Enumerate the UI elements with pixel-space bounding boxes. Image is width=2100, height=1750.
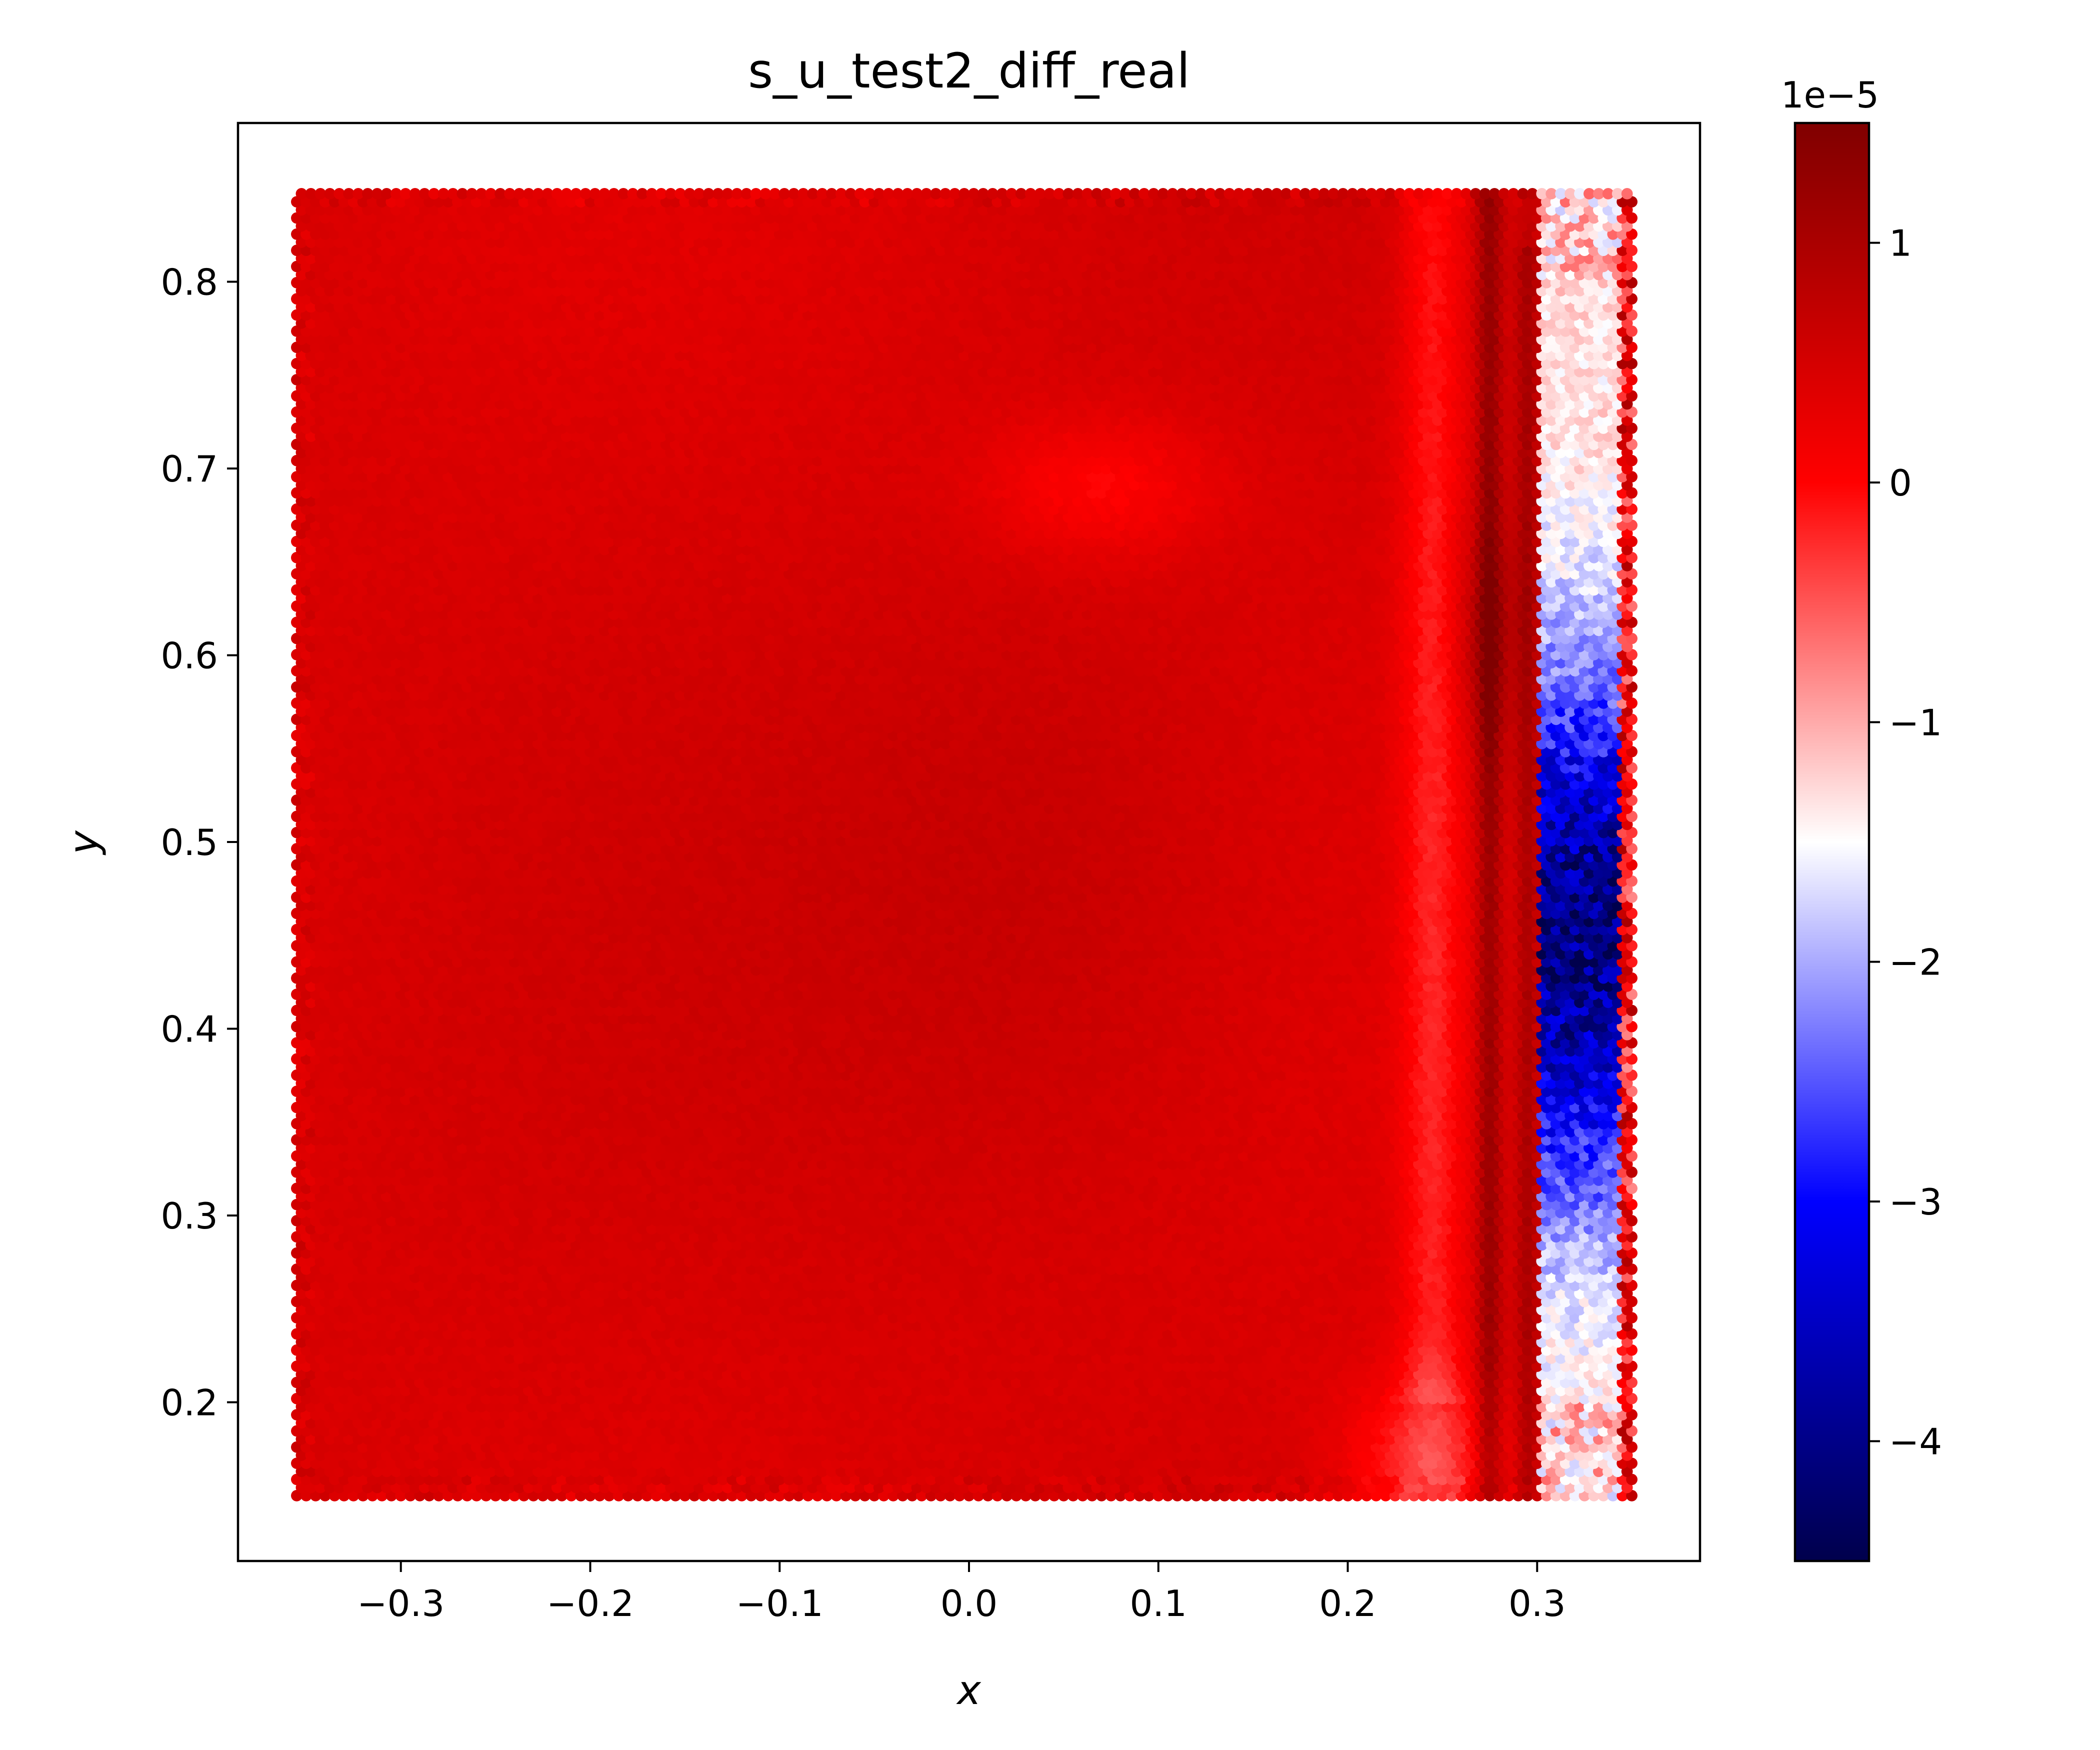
chart-title: s_u_test2_diff_real	[748, 43, 1190, 99]
scatter-points	[291, 188, 1638, 1502]
